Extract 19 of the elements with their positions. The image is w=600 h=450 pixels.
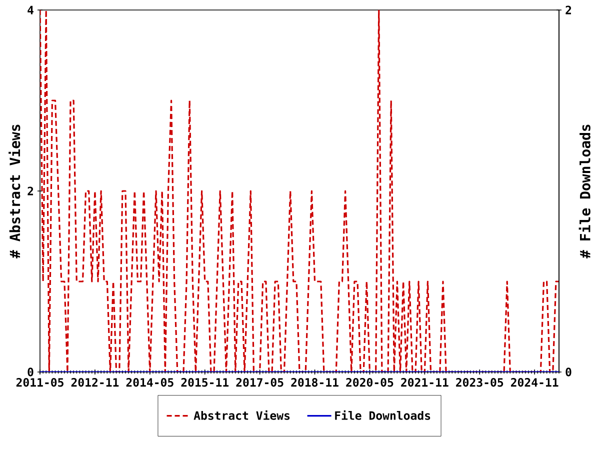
y2-axis-title: # File Downloads — [578, 124, 590, 258]
x-tick-label: 2024-11 — [510, 378, 558, 387]
y-axis-title: # Abstract Views — [8, 124, 20, 258]
x-tick-label: 2018-11 — [291, 378, 338, 387]
x-tick-label: 2012-11 — [71, 378, 119, 387]
legend-label: File Downloads — [335, 410, 430, 420]
x-tick-label: 2020-05 — [346, 378, 394, 387]
x-tick-label: 2015-11 — [181, 378, 229, 387]
x-tick-label: 2023-05 — [456, 378, 504, 387]
x-tick-label: 2011-05 — [16, 378, 64, 387]
x-tick-label: 2021-11 — [401, 378, 448, 387]
y-tick-label: 4 — [28, 6, 34, 14]
x-tick-label: 2014-05 — [126, 378, 174, 387]
y2-tick-label: 0 — [566, 368, 572, 376]
x-tick-label: 2017-05 — [236, 378, 284, 387]
y2-tick-label: 2 — [566, 6, 571, 14]
legend-label: Abstract Views — [194, 410, 290, 420]
y-tick-label: 0 — [28, 368, 34, 376]
y-tick-label: 2 — [28, 186, 34, 196]
